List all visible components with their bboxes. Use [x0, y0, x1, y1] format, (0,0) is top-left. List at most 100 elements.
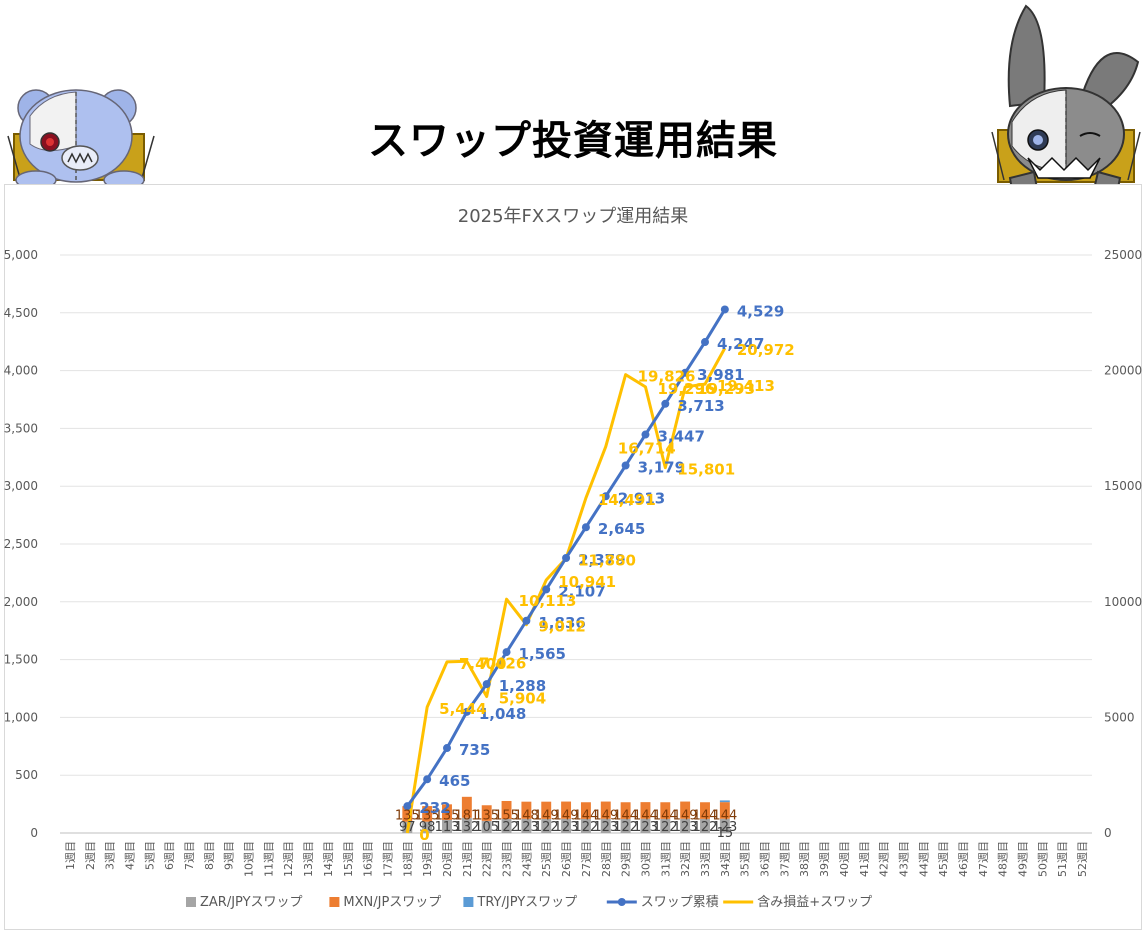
- x-tick-label: 50週目: [1036, 841, 1049, 877]
- cumulative-marker: [581, 523, 590, 532]
- bar-segment: [541, 801, 552, 819]
- x-tick-label: 15週目: [342, 841, 355, 877]
- x-tick-label: 23週目: [501, 841, 514, 877]
- unrealized-data-label: 7,426: [479, 654, 526, 672]
- x-tick-label: 1週目: [64, 841, 77, 870]
- bar-segment: [461, 817, 472, 833]
- x-tick-label: 34週目: [719, 841, 732, 877]
- bar-segment: [442, 819, 452, 833]
- unrealized-data-label: 19,413: [717, 377, 775, 395]
- bar-segment: [402, 806, 413, 822]
- bar-segment: [481, 805, 492, 821]
- bar-segment: [501, 818, 512, 833]
- x-tick-label: 31週目: [659, 841, 672, 877]
- bar-segment: [719, 802, 730, 819]
- y-left-tick-label: 1,000: [4, 710, 38, 724]
- cumulative-marker: [462, 707, 471, 716]
- x-tick-label: 30週目: [639, 841, 652, 877]
- cumulative-data-label: 3,447: [657, 428, 704, 446]
- x-tick-label: 20週目: [441, 841, 454, 877]
- cumulative-marker: [601, 492, 610, 501]
- legend-label: TRY/JPYスワップ: [476, 895, 577, 910]
- x-tick-label: 49週目: [1017, 841, 1030, 877]
- cumulative-data-label: 3,981: [697, 366, 744, 384]
- x-tick-label: 41週目: [858, 841, 871, 877]
- bar-segment: [580, 802, 591, 819]
- x-tick-label: 46週目: [957, 841, 970, 877]
- cumulative-marker: [661, 399, 670, 408]
- bar-label-zar: 123: [712, 820, 737, 835]
- x-tick-label: 35週目: [739, 841, 752, 877]
- x-tick-label: 17週目: [381, 841, 394, 877]
- x-tick-label: 45週目: [937, 841, 950, 877]
- y-right-tick-label: 15000: [1104, 479, 1142, 493]
- legend-swatch: [463, 897, 474, 907]
- x-tick-label: 11週目: [262, 841, 275, 877]
- bar-label-mxn: 149: [554, 809, 579, 824]
- y-left-tick-label: 1,500: [4, 653, 38, 667]
- cumulative-data-label: 1,048: [479, 705, 526, 723]
- bar-label-zar: 97: [399, 820, 416, 835]
- chart-title: 2025年FXスワップ運用結果: [458, 206, 689, 227]
- legend-swatch: [329, 897, 340, 907]
- bar-label-zar: 122: [693, 820, 718, 835]
- bar-segment: [442, 804, 452, 820]
- unrealized-data-label: 19,296: [657, 380, 715, 398]
- bar-segment: [640, 802, 651, 819]
- cumulative-marker: [443, 744, 451, 753]
- bar-label-mxn: 144: [613, 809, 638, 824]
- x-tick-label: 19週目: [421, 841, 434, 877]
- bar-segment: [501, 800, 512, 819]
- y-left-tick-label: 2,000: [4, 595, 38, 609]
- bar-segment: [461, 796, 472, 818]
- cumulative-data-label: 3,179: [638, 459, 685, 477]
- bar-segment: [680, 801, 691, 819]
- x-tick-label: 38週目: [798, 841, 811, 877]
- bar-label-mxn: 155: [494, 809, 519, 824]
- x-tick-label: 40週目: [838, 841, 851, 877]
- y-left-tick-label: 5,000: [4, 248, 38, 262]
- bar-segment: [521, 818, 532, 833]
- legend-marker: [617, 898, 626, 906]
- unrealized-data-label: 5,444: [439, 700, 486, 718]
- bar-label-mxn: 135: [435, 809, 460, 824]
- cumulative-marker: [681, 368, 690, 377]
- x-tick-label: 39週目: [818, 841, 831, 877]
- x-tick-label: 22週目: [481, 841, 494, 877]
- bar-label-mxn: 144: [712, 809, 737, 824]
- x-tick-label: 29週目: [620, 841, 633, 877]
- x-tick-label: 5週目: [143, 841, 156, 870]
- cumulative-marker: [641, 430, 650, 439]
- unrealized-data-label: 0: [419, 826, 429, 844]
- x-tick-label: 12週目: [282, 841, 295, 877]
- x-tick-label: 43週目: [897, 841, 910, 877]
- unrealized-data-label: 19,826: [638, 368, 696, 386]
- bar-label-zar: 122: [653, 820, 678, 835]
- x-tick-label: 44週目: [917, 841, 930, 877]
- x-tick-label: 25週目: [540, 841, 553, 877]
- x-tick-label: 37週目: [778, 841, 791, 877]
- cumulative-data-label: 4,529: [737, 302, 784, 320]
- cumulative-data-label: 735: [459, 741, 490, 759]
- bar-label-mxn: 149: [593, 809, 618, 824]
- cumulative-data-label: 4,247: [717, 335, 764, 353]
- cumulative-marker: [502, 648, 511, 657]
- bar-segment: [422, 821, 433, 833]
- x-tick-label: 28週目: [600, 841, 613, 877]
- bar-segment: [700, 818, 710, 833]
- x-tick-label: 16週目: [362, 841, 375, 877]
- bar-segment: [561, 801, 572, 819]
- bar-label-mxn: 148: [514, 809, 539, 824]
- cumulative-marker: [403, 802, 412, 811]
- cumulative-marker: [621, 461, 630, 470]
- cumulative-data-label: 2,645: [598, 520, 645, 538]
- bar-label-zar: 122: [534, 820, 559, 835]
- cumulative-data-label: 232: [419, 799, 450, 817]
- bar-label-zar: 122: [574, 820, 599, 835]
- x-tick-label: 4週目: [123, 841, 136, 870]
- x-tick-label: 14週目: [322, 841, 335, 877]
- legend-item: スワップ累積: [606, 895, 719, 910]
- cumulative-data-label: 2,913: [618, 489, 665, 507]
- x-tick-label: 47週目: [977, 841, 990, 877]
